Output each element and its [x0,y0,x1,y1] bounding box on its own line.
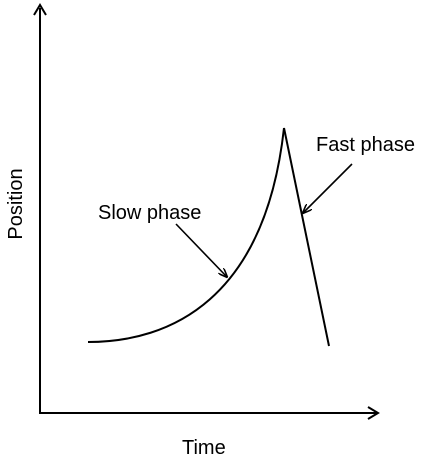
fast-phase-pointer-arrow [303,163,353,213]
y-axis-label: Position [5,168,27,239]
x-axis-label: Time [182,437,226,459]
x-axis-arrowhead [367,406,380,420]
slow-phase-label: Slow phase [98,202,201,224]
fast-phase-line [283,127,330,347]
y-axis-arrowhead [33,3,47,16]
slow-phase-pointer-arrow [175,223,227,277]
slow-phase-curve [87,127,285,343]
fast-phase-label: Fast phase [316,134,415,156]
